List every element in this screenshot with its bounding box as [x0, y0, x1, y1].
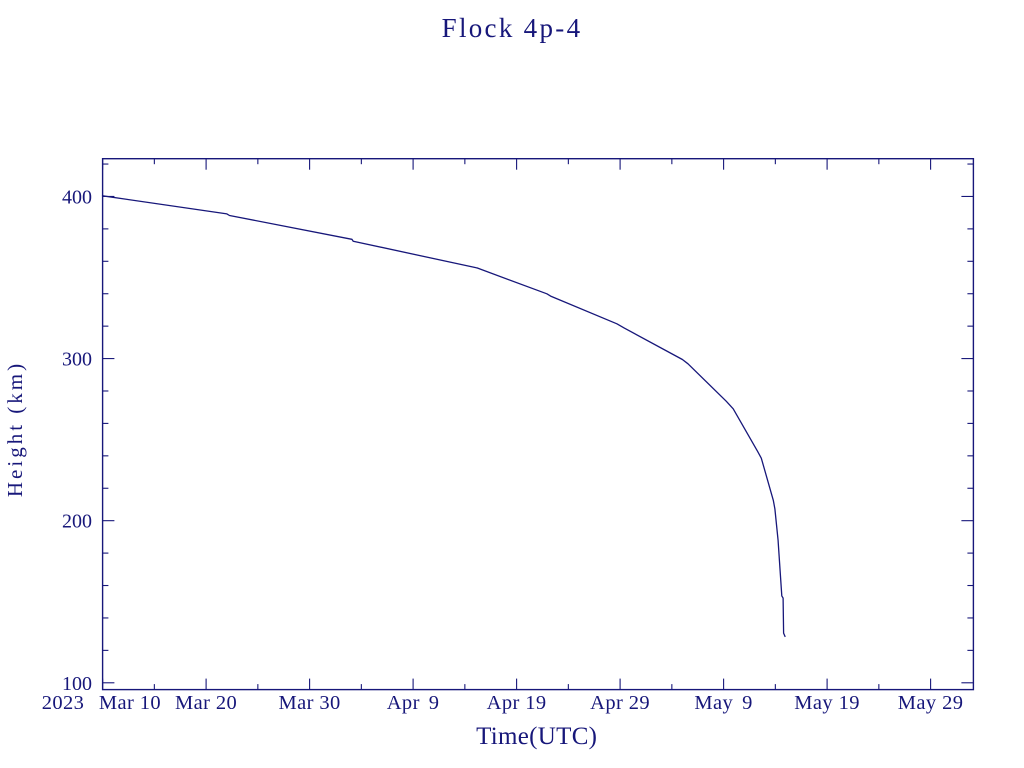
svg-text:Mar 20: Mar 20: [175, 692, 237, 714]
svg-text:May 29: May 29: [898, 692, 964, 714]
svg-text:May 9: May 9: [694, 692, 752, 714]
svg-text:400: 400: [62, 187, 92, 209]
svg-text:May 19: May 19: [794, 692, 860, 714]
svg-text:Mar 30: Mar 30: [279, 692, 341, 714]
svg-text:2023: 2023: [42, 692, 85, 714]
svg-text:Flock 4p-4: Flock 4p-4: [442, 13, 583, 43]
svg-text:Mar 10: Mar 10: [99, 692, 161, 714]
svg-text:Time(UTC): Time(UTC): [476, 723, 597, 750]
svg-text:Apr 19: Apr 19: [487, 692, 547, 714]
svg-text:Apr 9: Apr 9: [387, 692, 440, 714]
svg-text:Height (km): Height (km): [3, 361, 27, 497]
svg-text:Apr 29: Apr 29: [590, 692, 650, 714]
svg-text:200: 200: [62, 511, 92, 533]
svg-text:300: 300: [62, 349, 92, 371]
